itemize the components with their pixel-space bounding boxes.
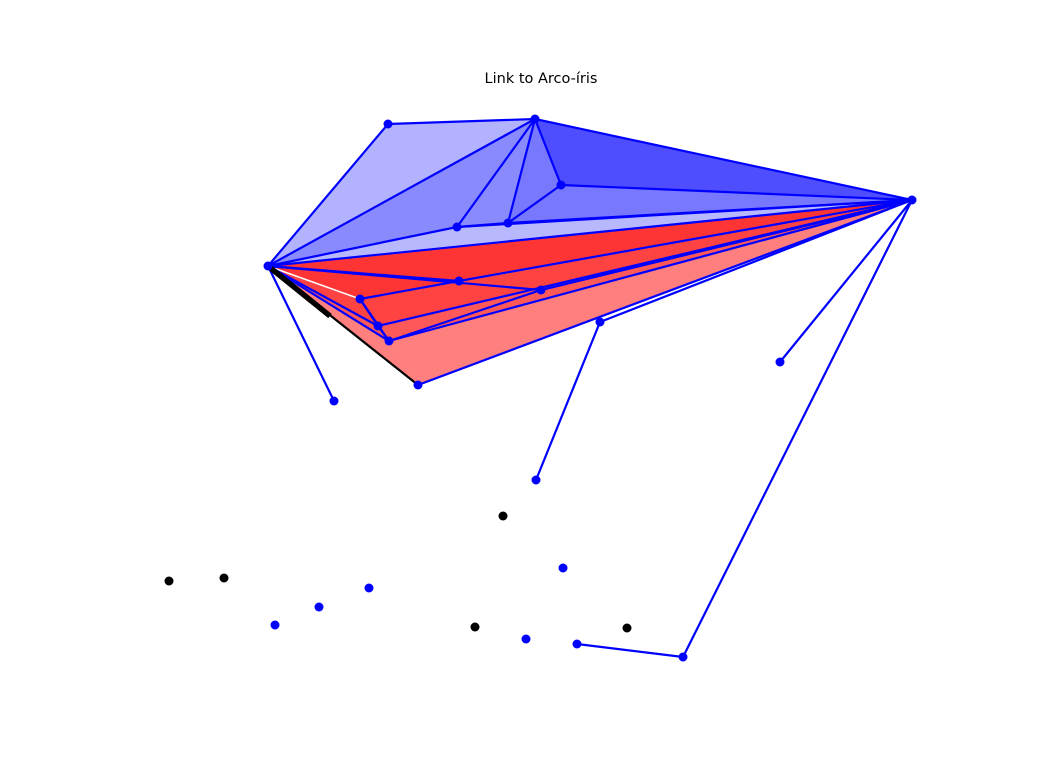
node-n23	[572, 639, 582, 649]
node-n6	[452, 222, 462, 232]
edge-n3-n4	[534, 117, 913, 202]
edge-n1-n15	[267, 265, 335, 402]
edge-n23-n24	[576, 642, 684, 659]
node-n21	[270, 620, 280, 630]
edge-n3-n7	[506, 118, 537, 224]
node-n1	[263, 261, 273, 271]
node-n17	[531, 475, 541, 485]
node-n3	[530, 114, 540, 124]
node-black-4	[470, 622, 480, 632]
edge-n5-n4	[560, 183, 913, 202]
edge-n5-n7	[507, 184, 562, 224]
edge-n24-n4	[682, 199, 913, 658]
node-n9	[536, 285, 546, 295]
nodes	[164, 114, 917, 662]
edge-n1-n12	[267, 265, 390, 342]
node-n13	[595, 317, 605, 327]
edge-n1-n9	[267, 264, 542, 292]
node-n16	[775, 357, 785, 367]
edge-n13-n4	[599, 198, 913, 324]
edge-n1-n6	[267, 225, 458, 268]
node-n20	[314, 602, 324, 612]
node-n8	[454, 276, 464, 286]
edge-n12-n4	[388, 198, 913, 343]
node-black-5	[622, 623, 632, 633]
node-n2	[383, 119, 393, 129]
edge-n14-n4	[417, 198, 913, 387]
edge-n1-n2	[267, 123, 389, 267]
node-n22	[521, 634, 531, 644]
node-n19	[364, 583, 374, 593]
edge-n2-n3	[387, 117, 536, 126]
node-black-2	[219, 573, 229, 583]
node-n12	[384, 336, 394, 346]
edge-n16-n4	[779, 199, 913, 363]
edge-n6-n4	[456, 198, 913, 229]
arrow-head-segment	[266, 263, 332, 319]
node-n4	[907, 195, 917, 205]
edge-n13-n17	[534, 321, 602, 481]
node-n10	[355, 294, 365, 304]
edge-n8-n4	[458, 198, 913, 283]
node-n14	[413, 380, 423, 390]
node-n15	[329, 396, 339, 406]
node-n5	[556, 180, 566, 190]
edge-n11-n4	[377, 198, 913, 328]
node-black-1	[164, 576, 174, 586]
edge-n1-n11	[267, 265, 379, 327]
edge-n3-n6	[456, 118, 536, 228]
edge-n1-n3	[267, 118, 536, 267]
edge-n8-n10	[359, 279, 460, 301]
node-n18	[558, 563, 568, 573]
edge-n12-n9	[388, 288, 542, 343]
node-n11	[373, 321, 383, 331]
node-black-3	[498, 511, 508, 521]
node-n7	[503, 218, 513, 228]
edges	[266, 117, 913, 659]
edge-n1-n4	[267, 198, 913, 268]
diagram-title: Link to Arco-íris	[485, 71, 598, 87]
edge-n3-n5	[533, 118, 563, 186]
node-n24	[678, 652, 688, 662]
